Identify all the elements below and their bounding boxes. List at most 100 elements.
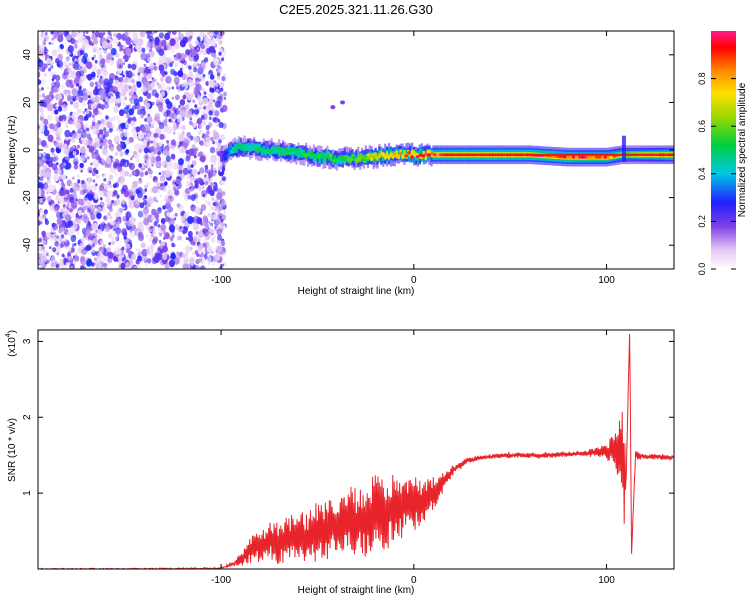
ridge-core bbox=[398, 152, 403, 156]
noise-speckle bbox=[202, 215, 208, 223]
noise-speckle bbox=[84, 152, 88, 157]
noise-speckle bbox=[216, 219, 222, 225]
ridge-cell bbox=[318, 156, 321, 164]
ridge-core bbox=[413, 153, 417, 157]
noise-speckle bbox=[132, 33, 139, 41]
noise-speckle bbox=[216, 245, 223, 253]
noise-speckle bbox=[41, 87, 44, 91]
noise-speckle bbox=[87, 220, 91, 224]
noise-speckle bbox=[35, 83, 38, 86]
noise-speckle bbox=[31, 173, 37, 180]
noise-speckle bbox=[54, 206, 60, 213]
noise-speckle bbox=[188, 43, 193, 48]
noise-speckle bbox=[99, 138, 104, 144]
noise-speckle bbox=[94, 81, 98, 86]
noise-speckle bbox=[70, 70, 77, 79]
noise-speckle bbox=[164, 181, 168, 186]
noise-speckle bbox=[128, 162, 132, 168]
noise-speckle bbox=[164, 71, 168, 75]
ridge-spike bbox=[621, 135, 626, 162]
noise-speckle bbox=[133, 150, 136, 154]
noise-speckle bbox=[54, 241, 59, 247]
noise-speckle bbox=[32, 226, 38, 233]
ridge-core bbox=[228, 147, 232, 151]
noise-speckle bbox=[88, 145, 95, 153]
ridge-core bbox=[360, 158, 365, 162]
noise-speckle bbox=[74, 44, 78, 49]
noise-speckle bbox=[197, 131, 201, 136]
noise-speckle bbox=[216, 147, 220, 152]
noise-speckle bbox=[33, 153, 37, 158]
noise-speckle bbox=[106, 190, 113, 198]
noise-speckle bbox=[33, 176, 37, 181]
noise-speckle bbox=[61, 104, 68, 112]
spectrogram-y-axis: -40 -20 0 20 40 bbox=[22, 49, 674, 252]
noise-speckle bbox=[156, 181, 161, 187]
noise-speckle bbox=[129, 202, 135, 209]
noise-speckle bbox=[215, 88, 219, 93]
noise-speckle bbox=[151, 208, 157, 216]
noise-speckle bbox=[38, 68, 39, 71]
ridge-core bbox=[294, 152, 299, 156]
ridge-core bbox=[381, 152, 385, 156]
noise-speckle bbox=[166, 140, 170, 144]
noise-speckle bbox=[210, 250, 214, 255]
noise-speckle bbox=[47, 134, 54, 142]
ridge-cell bbox=[276, 146, 279, 152]
noise-speckle bbox=[53, 174, 60, 182]
noise-speckle bbox=[170, 45, 176, 53]
noise-speckle bbox=[146, 40, 153, 48]
noise-speckle bbox=[131, 155, 134, 159]
noise-speckle bbox=[162, 205, 166, 210]
noise-speckle bbox=[120, 141, 123, 145]
ridge-cell bbox=[403, 150, 406, 156]
noise-speckle bbox=[162, 186, 168, 192]
noise-speckle bbox=[70, 146, 74, 152]
noise-speckle bbox=[59, 259, 64, 266]
noise-speckle bbox=[214, 215, 219, 221]
noise-speckle bbox=[190, 148, 197, 157]
ridge-core bbox=[574, 155, 579, 159]
noise-speckle bbox=[66, 34, 72, 41]
noise-speckle bbox=[214, 140, 218, 145]
noise-speckle bbox=[153, 133, 157, 138]
noise-speckle bbox=[167, 189, 173, 197]
snr-ylabel: SNR (10 * v/v) bbox=[7, 418, 18, 482]
noise-speckle bbox=[125, 105, 130, 110]
noise-speckle bbox=[124, 170, 129, 177]
noise-speckle bbox=[157, 150, 162, 156]
noise-speckle bbox=[200, 106, 203, 110]
noise-speckle bbox=[205, 47, 211, 55]
noise-speckle bbox=[218, 51, 222, 56]
noise-speckle bbox=[107, 95, 111, 100]
noise-speckle bbox=[186, 74, 190, 78]
noise-speckle bbox=[213, 57, 220, 66]
noise-speckle bbox=[50, 64, 54, 69]
noise-speckle bbox=[114, 182, 120, 188]
noise-speckle bbox=[128, 108, 135, 116]
noise-speckle bbox=[206, 103, 213, 111]
noise-speckle bbox=[56, 195, 61, 201]
noise-speckle bbox=[185, 64, 189, 69]
spectrogram-x-axis: -100 0 100 bbox=[211, 31, 615, 286]
ridge-cell bbox=[422, 150, 425, 156]
noise-speckle bbox=[41, 255, 48, 264]
noise-speckle bbox=[103, 216, 106, 220]
noise-speckle bbox=[72, 176, 75, 180]
noise-speckle bbox=[214, 110, 220, 117]
noise-speckle bbox=[179, 146, 186, 154]
noise-speckle bbox=[202, 120, 206, 127]
noise-speckle bbox=[218, 121, 224, 129]
noise-speckle bbox=[42, 198, 46, 203]
noise-speckle bbox=[153, 65, 158, 71]
noise-speckle bbox=[149, 243, 154, 248]
noise-speckle bbox=[187, 216, 194, 224]
noise-speckle bbox=[33, 227, 37, 233]
noise-speckle bbox=[202, 228, 207, 234]
noise-speckle bbox=[117, 58, 123, 65]
noise-speckle bbox=[209, 146, 216, 154]
noise-speckle bbox=[107, 211, 111, 217]
noise-speckle bbox=[199, 157, 202, 161]
noise-speckle bbox=[140, 114, 144, 119]
ridge-cell bbox=[239, 145, 242, 156]
